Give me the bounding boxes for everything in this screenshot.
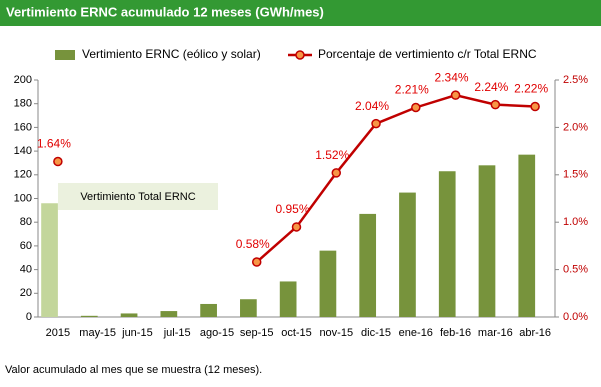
data-label: 1.64%	[37, 137, 71, 151]
marker	[291, 222, 302, 232]
x-tick-label: dic-15	[361, 327, 391, 339]
legend-swatch	[55, 50, 75, 60]
data-label: 0.95%	[275, 202, 309, 216]
x-tick-label: sep-15	[240, 327, 274, 339]
annotation: Vertimiento Total ERNC	[80, 191, 195, 203]
bar	[359, 213, 377, 317]
y2-tick-label: 0.5%	[563, 264, 588, 276]
data-label: 2.04%	[355, 99, 389, 113]
data-label: 2.24%	[474, 80, 508, 94]
data-label: 2.22%	[514, 82, 548, 96]
bar	[120, 313, 138, 317]
annotation-box	[58, 183, 218, 210]
bar	[438, 171, 456, 317]
legend-label: Porcentaje de vertimiento c/r Total ERNC	[318, 47, 537, 61]
marker	[411, 102, 421, 113]
y-tick-label: 200	[14, 74, 32, 86]
marker	[490, 99, 501, 110]
y2-tick-label: 0.0%	[563, 311, 588, 323]
legend-swatch	[295, 50, 305, 60]
marker	[530, 101, 540, 112]
marker	[53, 156, 63, 167]
x-tick-label: abr-16	[519, 327, 551, 339]
x-tick-label: 2015	[46, 327, 70, 339]
marker	[450, 90, 461, 100]
legend-label: Vertimiento ERNC (eólico y solar)	[82, 47, 261, 61]
bar	[200, 303, 217, 317]
y-tick-label: 120	[14, 169, 32, 181]
bar	[160, 311, 178, 317]
y-tick-label: 160	[14, 121, 32, 133]
data-label: 2.34%	[435, 70, 469, 84]
y2-tick-label: 2.5%	[563, 74, 588, 86]
marker	[331, 168, 342, 178]
x-tick-label: oct-15	[281, 327, 312, 339]
y-tick-label: 100	[14, 192, 32, 204]
y-tick-label: 40	[20, 264, 32, 276]
y-tick-label: 20	[20, 287, 32, 299]
y-tick-label: 80	[20, 216, 32, 228]
y-tick-label: 180	[14, 98, 32, 110]
bar	[240, 299, 257, 317]
marker	[371, 118, 381, 129]
data-label: 1.52%	[315, 148, 349, 162]
x-tick-label: may-15	[79, 327, 116, 339]
line	[255, 93, 536, 263]
y2-tick-label: 2.0%	[563, 121, 588, 133]
data-label: 2.21%	[395, 83, 429, 97]
x-tick-label: jul-15	[163, 327, 191, 339]
x-tick-label: jun-15	[121, 327, 153, 339]
x-tick-label: nov-15	[319, 327, 353, 339]
bar	[399, 192, 416, 317]
y-tick-label: 140	[14, 145, 32, 157]
bar	[41, 203, 58, 317]
marker	[251, 257, 262, 267]
y2-tick-label: 1.0%	[563, 216, 588, 228]
bar	[319, 250, 337, 317]
y-tick-label: 60	[20, 240, 32, 252]
x-tick-label: ene-16	[399, 327, 433, 339]
bar	[80, 315, 98, 317]
footnote: Valor acumulado al mes que se muestra (1…	[5, 364, 262, 376]
x-tick-label: ago-15	[200, 327, 234, 339]
y2-tick-label: 1.5%	[563, 169, 588, 181]
y-tick-label: 0	[26, 311, 32, 323]
bar	[279, 281, 297, 317]
data-label: 0.58%	[236, 237, 270, 251]
title-bar	[0, 0, 601, 26]
x-tick-label: mar-16	[478, 327, 513, 339]
bar	[478, 165, 496, 317]
bar	[518, 154, 536, 317]
chart-title: Vertimiento ERNC acumulado 12 meses (GWh…	[6, 4, 324, 19]
x-tick-label: feb-16	[440, 327, 471, 339]
